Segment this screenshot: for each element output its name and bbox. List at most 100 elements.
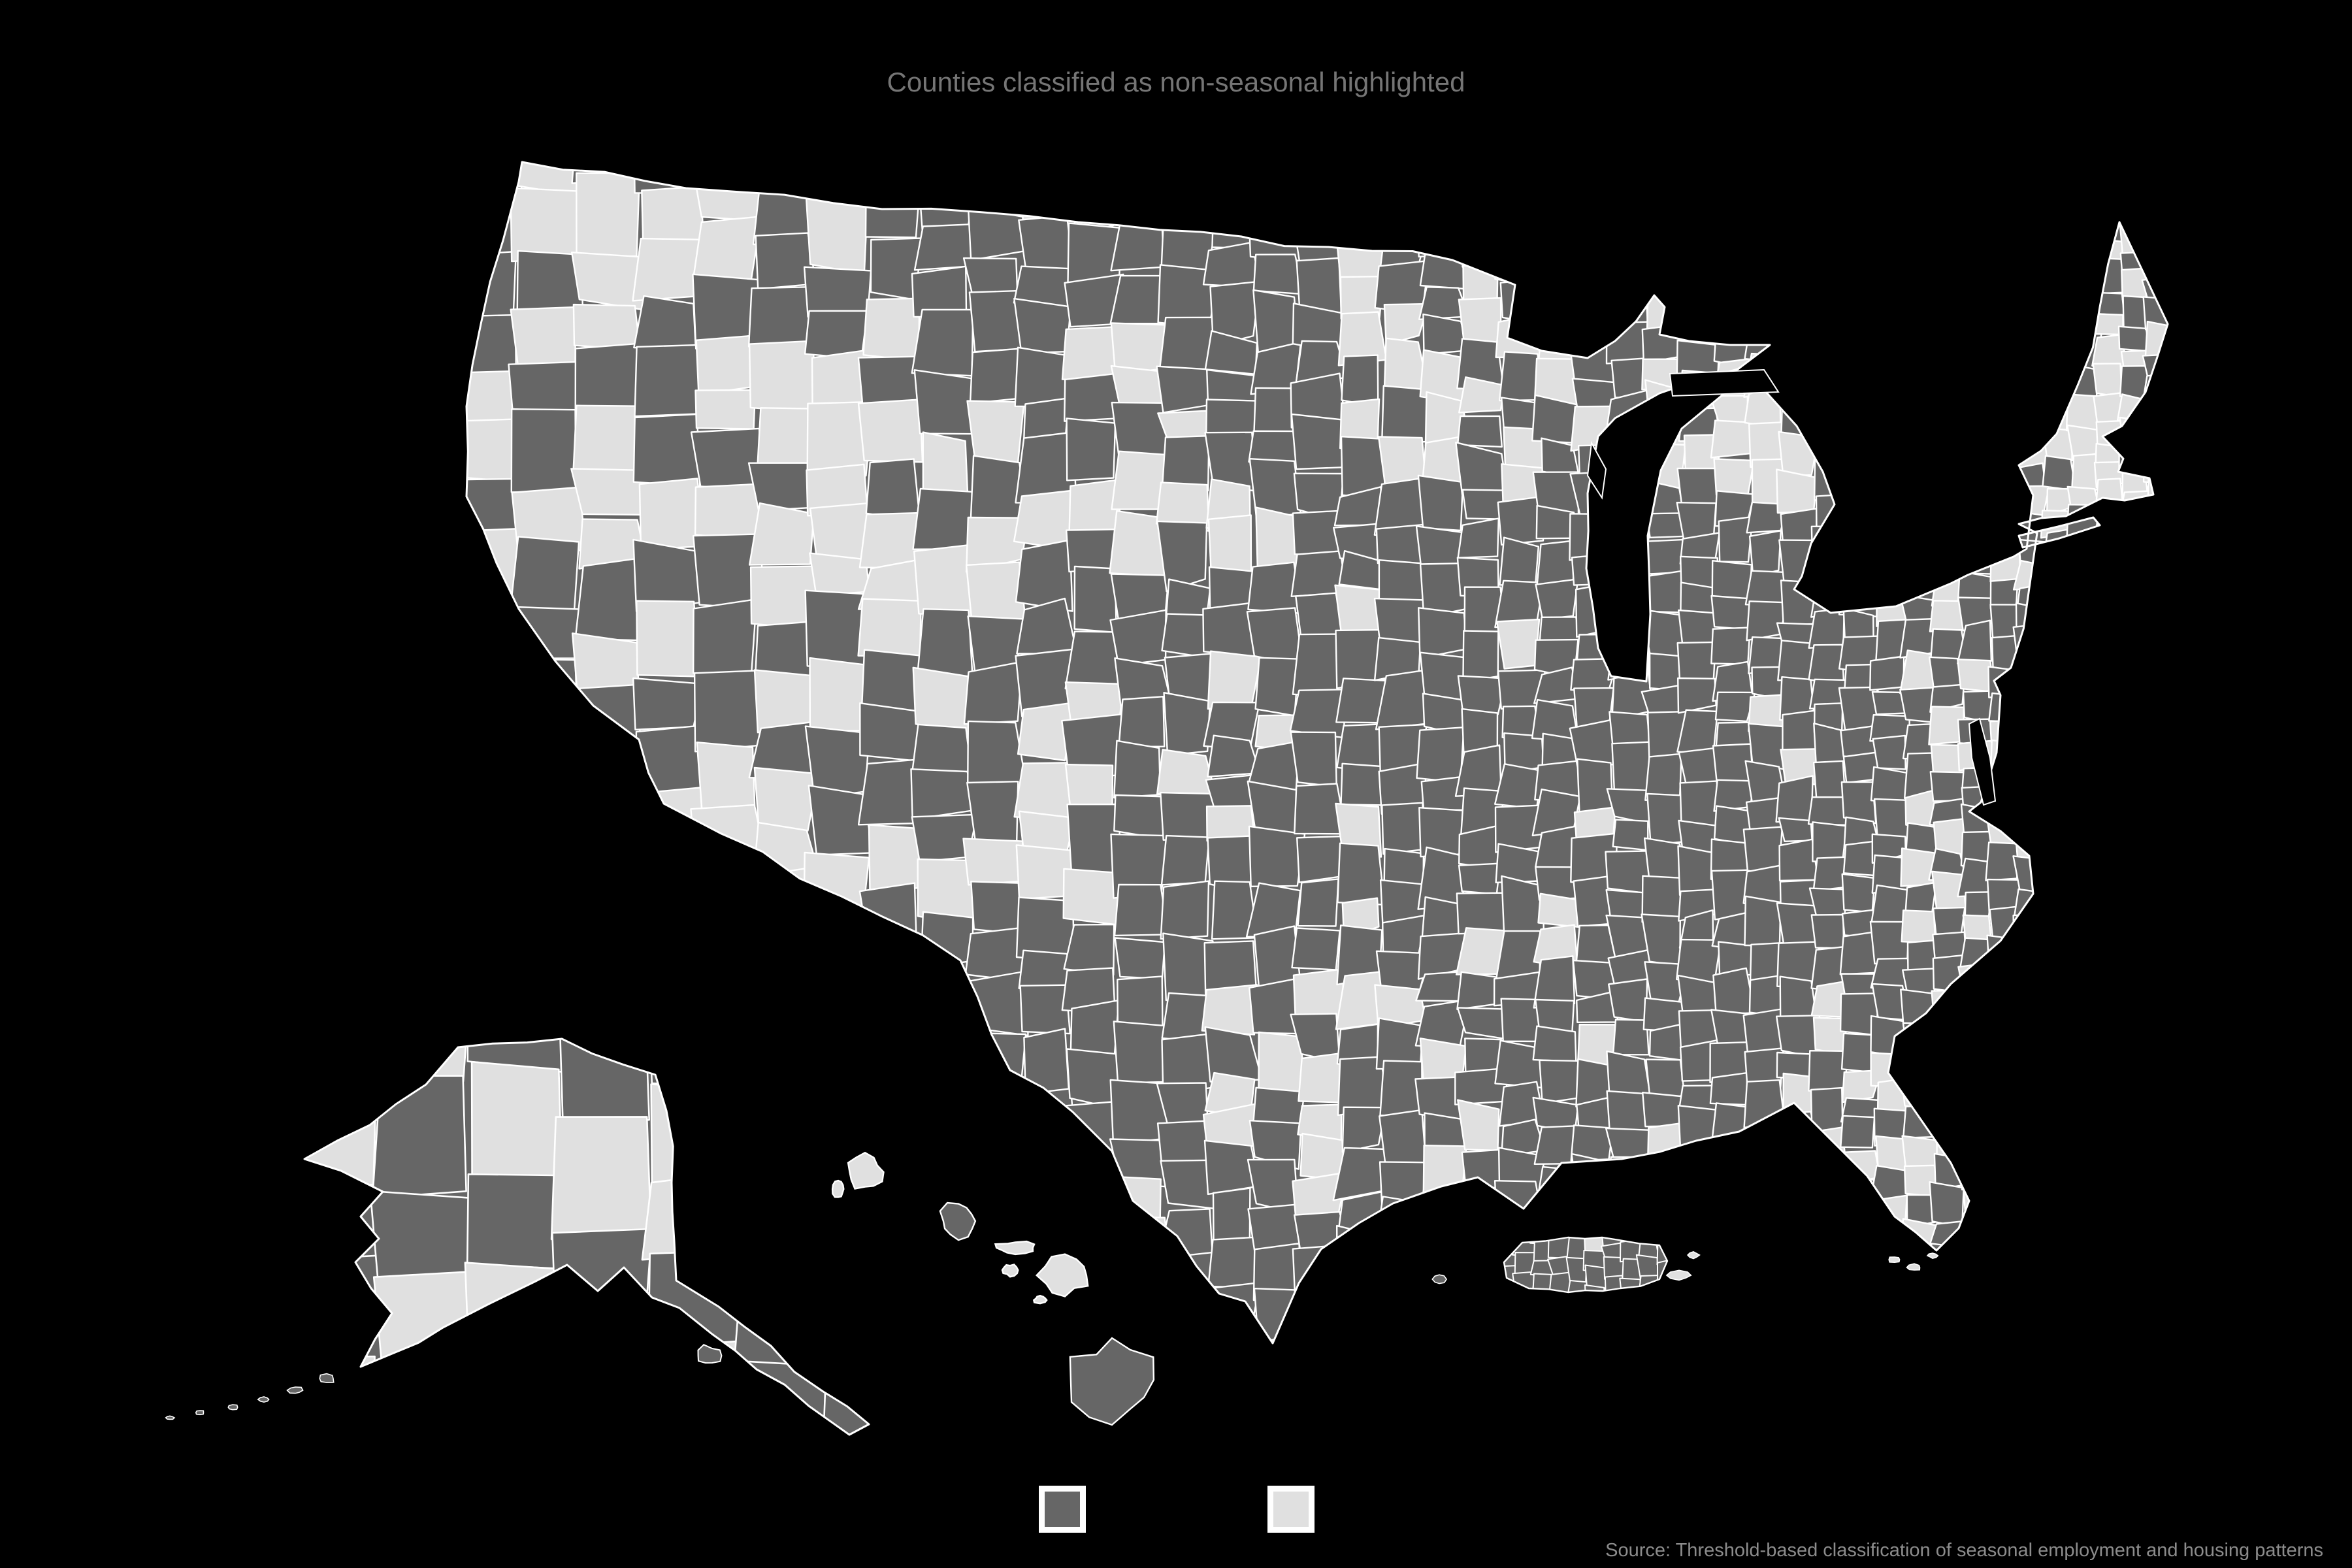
hawaii-island [1069, 1337, 1155, 1426]
mainland-coastline [465, 161, 2169, 1345]
county [865, 458, 921, 523]
county [1015, 539, 1073, 612]
county [1808, 644, 1845, 686]
aleutian-island [286, 1386, 304, 1394]
county [636, 600, 701, 678]
county [963, 661, 1023, 725]
source-note: Source: Threshold-based classification o… [1605, 1540, 2323, 1561]
county [1744, 895, 1782, 947]
county [1604, 1275, 1624, 1292]
county [572, 303, 641, 351]
oahu [939, 1201, 977, 1241]
county [1160, 834, 1210, 886]
county [1901, 1135, 1938, 1171]
county [911, 308, 974, 377]
county [858, 512, 923, 569]
county [1113, 1021, 1166, 1084]
county [1776, 902, 1818, 947]
legend-swatch-light [1273, 1492, 1309, 1527]
county [633, 295, 697, 350]
county [466, 1173, 566, 1270]
county [1061, 325, 1121, 380]
aleutian-island [195, 1410, 204, 1416]
alaska-coastline [303, 1037, 870, 1436]
county [857, 355, 922, 407]
niihau [831, 1179, 845, 1198]
county [962, 838, 1024, 886]
county [1812, 856, 1846, 892]
florida-key [1906, 1263, 1921, 1271]
county [1341, 1106, 1387, 1153]
county [1209, 280, 1261, 347]
county [1298, 1052, 1345, 1103]
puerto-rico-coastline [1503, 1236, 1669, 1294]
florida-key [1926, 1252, 1939, 1259]
vieques [1665, 1269, 1692, 1281]
county [2117, 325, 2151, 352]
county [1457, 517, 1500, 559]
county [1869, 655, 1905, 691]
county [1163, 691, 1211, 757]
county [1248, 825, 1306, 888]
county [470, 1060, 563, 1182]
county [922, 431, 969, 495]
county [1499, 536, 1540, 586]
county [803, 266, 872, 318]
county [1249, 977, 1301, 1035]
county [857, 598, 923, 657]
county [510, 408, 577, 495]
aleutian-island [227, 1404, 238, 1411]
county [694, 389, 757, 430]
county [632, 237, 704, 302]
county [508, 361, 586, 416]
county [692, 598, 758, 679]
county [862, 297, 921, 362]
county [1904, 881, 1938, 915]
county [693, 669, 764, 753]
county [1532, 1025, 1577, 1062]
county [1019, 984, 1071, 1035]
county [753, 766, 820, 832]
county [1714, 691, 1756, 723]
county [509, 536, 580, 616]
county [1156, 365, 1214, 414]
county [1013, 489, 1072, 551]
county [1417, 474, 1464, 532]
county [1113, 883, 1169, 937]
county [2092, 363, 2123, 399]
county [1576, 758, 1614, 815]
mona-island [1431, 1274, 1448, 1284]
kauai [847, 1151, 885, 1190]
county [1337, 842, 1386, 906]
county [1383, 302, 1429, 346]
county [1456, 1099, 1500, 1152]
county [510, 187, 587, 263]
water-inlet [1586, 440, 1607, 500]
county [1840, 1115, 1876, 1149]
county [1296, 835, 1345, 883]
county [1379, 1109, 1427, 1167]
water-inlet [1968, 717, 1997, 806]
county [857, 399, 924, 463]
lanai [1001, 1264, 1019, 1278]
county [1612, 1019, 1650, 1056]
water-inlet [1669, 368, 1780, 397]
county [1775, 775, 1814, 823]
county [1416, 727, 1465, 783]
county [1291, 927, 1341, 971]
county [1462, 630, 1499, 683]
aleutian-island [257, 1396, 270, 1403]
maui [1035, 1253, 1089, 1298]
county [1064, 630, 1122, 690]
county [550, 1116, 653, 1241]
county [1297, 878, 1339, 927]
county [748, 502, 815, 566]
county [1156, 520, 1208, 593]
county [1109, 609, 1167, 666]
county [692, 216, 762, 281]
county [1497, 495, 1544, 546]
county [1710, 419, 1754, 459]
county [1841, 873, 1876, 913]
